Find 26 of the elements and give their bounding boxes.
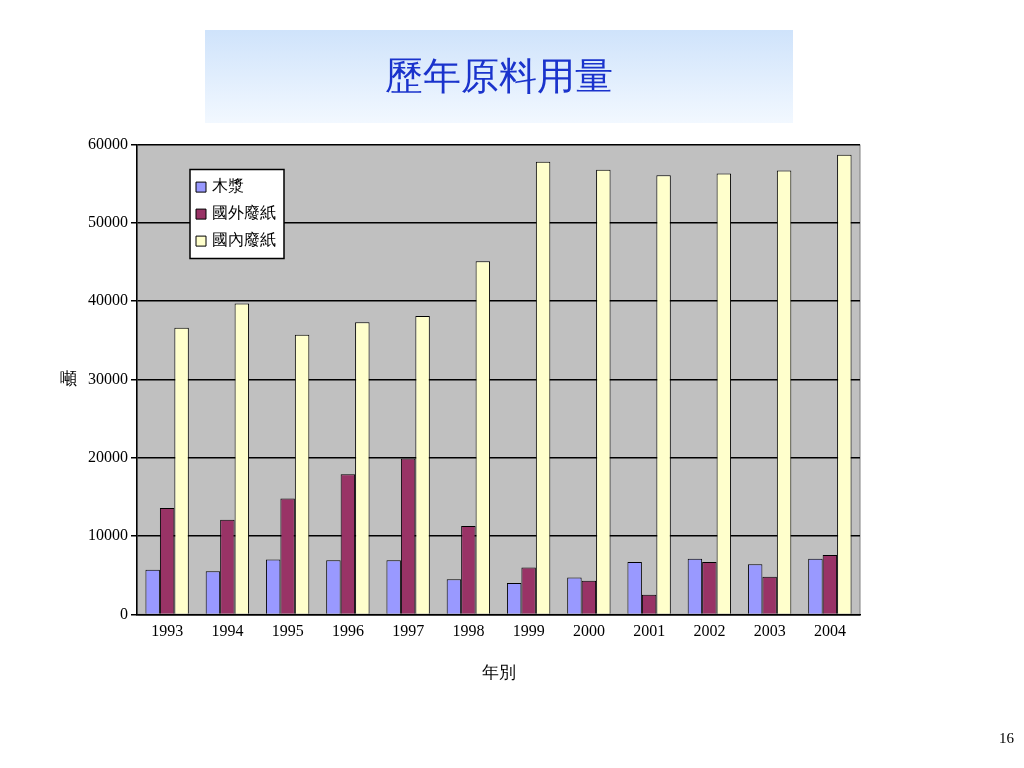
y-tick-label: 60000 <box>88 134 128 152</box>
y-tick-label: 50000 <box>88 213 128 231</box>
y-tick-label: 40000 <box>88 291 128 309</box>
y-tick-label: 20000 <box>88 448 128 465</box>
y-tick-label: 30000 <box>88 369 128 387</box>
legend-label: 國內廢紙 <box>212 231 276 249</box>
x-tick-label: 2001 <box>633 622 666 640</box>
x-tick-label: 1996 <box>331 622 364 640</box>
x-tick-label: 2003 <box>753 622 786 640</box>
y-axis-title: 噸 <box>59 368 77 388</box>
text: 16 <box>999 730 1014 747</box>
legend-label: 國外廢紙 <box>212 204 276 222</box>
y-tick-label: 0 <box>120 604 128 622</box>
legend-label: 木漿 <box>212 177 244 195</box>
chart-title: 歷年原料用量 <box>385 54 613 99</box>
x-axis-title: 年別 <box>481 663 516 683</box>
x-tick-label: 2004 <box>813 622 846 640</box>
x-tick-label: 1999 <box>512 622 545 640</box>
x-tick-label: 2000 <box>572 622 605 640</box>
x-tick-label: 1998 <box>452 622 485 640</box>
y-tick-label: 10000 <box>88 526 128 544</box>
x-tick-label: 1995 <box>271 622 304 640</box>
x-tick-label: 1997 <box>392 622 425 640</box>
x-tick-label: 1994 <box>211 622 244 640</box>
x-tick-label: 2002 <box>693 622 726 640</box>
x-tick-label: 1993 <box>151 622 184 640</box>
